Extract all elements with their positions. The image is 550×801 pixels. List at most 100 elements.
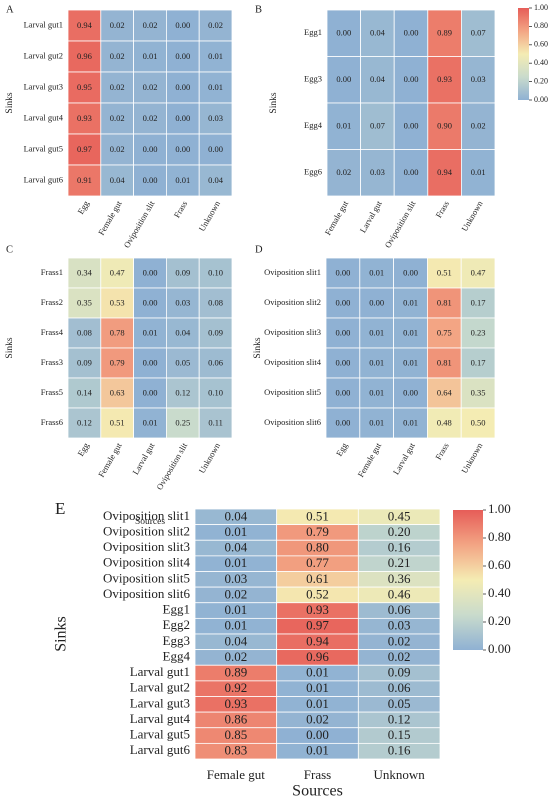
cell-label: 0.46 — [388, 586, 411, 601]
heatmap-cell — [326, 149, 361, 197]
cell-label: 0.92 — [224, 680, 247, 695]
y-tick-label: Oviposition slit5 — [264, 387, 321, 397]
cell-label: 0.16 — [388, 743, 411, 758]
cell-label: 0.97 — [77, 144, 92, 154]
heatmap-cell — [427, 149, 462, 197]
y-tick-label: Frass3 — [41, 357, 63, 367]
heatmap-cell — [460, 56, 496, 104]
x-tick-label: Frass — [172, 199, 190, 220]
heatmap-cell — [460, 287, 496, 319]
y-tick-label: Oviposition slit2 — [103, 523, 190, 538]
heatmap-cell — [426, 377, 462, 409]
cell-label: 0.01 — [403, 417, 418, 427]
panel: B 0.00 0.04 0.00 0.89 0.07 0.00 0.04 0.00 0.93 0.0… — [255, 3, 548, 273]
heatmap-cell — [460, 149, 496, 197]
cell-label: 0.01 — [143, 51, 158, 61]
heatmap-cell — [393, 317, 428, 349]
y-tick-label: Oviposition slit3 — [264, 327, 321, 337]
colorbar-tick-label: 1.00 — [488, 501, 511, 516]
heatmap-cell — [460, 317, 496, 349]
heatmap-cell — [460, 9, 496, 57]
heatmap-cell — [198, 102, 233, 135]
heatmap-cell — [100, 71, 135, 104]
cell-label: 0.01 — [369, 327, 384, 337]
heatmap-cell — [360, 149, 395, 197]
cell-label: 0.00 — [335, 327, 350, 337]
cell-label: 0.02 — [143, 82, 158, 92]
cell-label: 0.00 — [403, 267, 418, 277]
cell-label: 0.00 — [369, 297, 384, 307]
cell-label: 0.95 — [77, 82, 92, 92]
cell-label: 0.14 — [77, 387, 93, 397]
x-tick-label: Female gut — [96, 198, 124, 236]
cell-label: 0.52 — [306, 586, 329, 601]
cell-label: 0.35 — [77, 297, 92, 307]
y-tick-label: Egg1 — [304, 27, 322, 37]
cell-label: 0.53 — [110, 297, 125, 307]
cell-label: 0.00 — [336, 28, 351, 38]
cell-label: 0.02 — [143, 113, 158, 123]
cell-label: 0.86 — [224, 711, 247, 726]
cell-label: 0.04 — [224, 540, 247, 555]
cell-label: 0.36 — [388, 571, 411, 586]
y-axis-title: Sinks — [5, 337, 15, 358]
cell-label: 0.01 — [471, 167, 486, 177]
heatmap-cell — [393, 149, 429, 197]
cell-label: 0.01 — [224, 602, 247, 617]
heatmap-cell — [100, 377, 135, 409]
cell-label: 0.93 — [77, 113, 92, 123]
panel: E 0.04 0.51 0.45 0.01 0.79 0.20 0.04 0.80 0.16 0.0… — [53, 499, 511, 800]
cell-label: 0.01 — [403, 327, 418, 337]
y-tick-label: Oviposition slit5 — [103, 570, 190, 585]
heatmap-cell — [393, 287, 428, 319]
cell-label: 0.07 — [370, 121, 385, 131]
heatmap-cell — [426, 317, 462, 349]
y-tick-label: Larval gut1 — [24, 19, 63, 29]
cell-label: 0.02 — [110, 82, 125, 92]
y-tick-label: Larval gut5 — [130, 727, 190, 742]
cell-label: 0.64 — [437, 387, 453, 397]
heatmap-cell — [426, 407, 462, 439]
cell-label: 0.03 — [471, 74, 486, 84]
heatmap-cell — [67, 102, 102, 135]
cell-label: 0.04 — [208, 175, 224, 185]
y-tick-label: Egg4 — [304, 120, 323, 130]
cell-label: 0.02 — [110, 20, 125, 30]
cell-label: 0.03 — [224, 571, 247, 586]
cell-label: 0.06 — [388, 680, 411, 695]
cell-label: 0.47 — [110, 267, 125, 277]
panel: A 0.94 0.02 0.02 0.00 0.02 0.96 0.02 0.01 0.00 0.0… — [5, 4, 233, 273]
cell-label: 0.00 — [403, 387, 418, 397]
cell-label: 0.25 — [175, 417, 190, 427]
cell-label: 0.79 — [306, 524, 329, 539]
cell-label: 0.51 — [306, 508, 329, 523]
cell-label: 0.34 — [77, 267, 93, 277]
heatmap-cell — [460, 257, 496, 289]
cell-label: 0.01 — [224, 555, 247, 570]
cell-label: 0.48 — [437, 417, 452, 427]
cell-label: 0.01 — [143, 417, 158, 427]
cell-label: 0.04 — [224, 633, 247, 648]
cell-label: 0.01 — [369, 267, 384, 277]
cell-label: 0.21 — [388, 555, 411, 570]
cell-label: 0.63 — [110, 387, 125, 397]
heatmap-cell — [165, 102, 200, 135]
y-tick-label: Larval gut2 — [130, 680, 190, 695]
x-axis-title: Sources — [135, 517, 165, 527]
cell-label: 0.12 — [388, 711, 411, 726]
colorbar-tick-label: 0.80 — [534, 21, 548, 30]
cell-label: 0.00 — [175, 82, 190, 92]
cell-label: 0.02 — [110, 51, 125, 61]
cell-label: 0.03 — [175, 297, 190, 307]
colorbar-tick-label: 0.00 — [534, 95, 548, 104]
y-tick-label: Larval gut4 — [24, 112, 64, 122]
y-axis-title: Sinks — [53, 616, 70, 652]
panel: C 0.34 0.47 0.00 0.09 0.10 0.35 0.53 0.00 0.03 0.0… — [5, 244, 233, 527]
colorbar-tick-label: 0.60 — [534, 40, 548, 49]
y-tick-label: Egg2 — [163, 617, 190, 632]
cell-label: 0.01 — [336, 121, 351, 131]
panel: D 0.00 0.01 0.00 0.51 0.47 0.00 0.00 0.01 0.81 0.1… — [253, 244, 496, 527]
cell-label: 0.00 — [404, 74, 419, 84]
cell-label: 0.91 — [77, 175, 92, 185]
cell-label: 0.81 — [437, 297, 452, 307]
